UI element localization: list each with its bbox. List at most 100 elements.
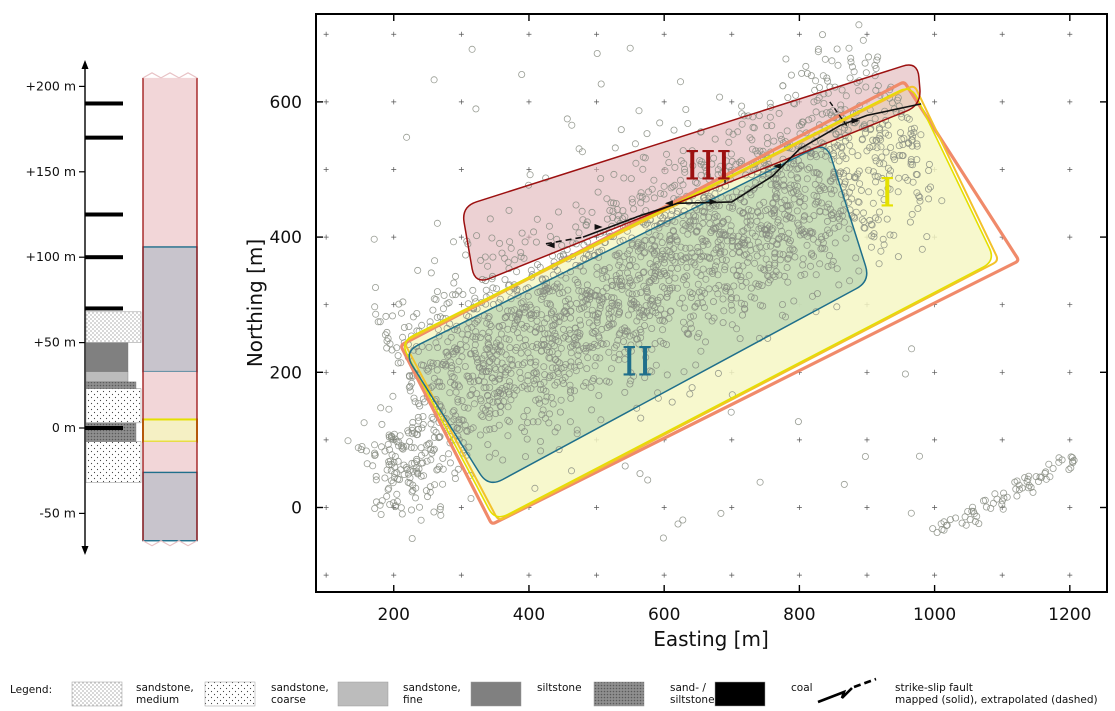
event-point	[717, 162, 725, 170]
event-point	[478, 365, 486, 373]
event-point	[587, 343, 595, 351]
event-point	[434, 343, 442, 351]
event-point	[579, 216, 587, 224]
event-point	[719, 218, 727, 226]
event-point	[546, 354, 554, 362]
event-point	[779, 82, 787, 90]
event-point	[794, 418, 802, 426]
event-point	[644, 476, 652, 484]
event-point	[441, 362, 449, 370]
event-point	[527, 385, 535, 393]
fault-arrow-icon	[709, 198, 718, 205]
lithology-sand-siltstone	[85, 422, 137, 442]
event-point	[786, 246, 794, 254]
lithology-sand-siltstone	[85, 381, 137, 389]
event-point	[691, 253, 699, 261]
event-point	[394, 475, 402, 483]
event-point	[479, 362, 487, 370]
grid-marker	[391, 369, 397, 375]
event-point	[762, 242, 770, 250]
event-point	[531, 361, 539, 369]
event-point	[761, 266, 769, 274]
event-point	[495, 323, 503, 331]
event-point	[890, 151, 898, 159]
event-point	[657, 255, 665, 263]
event-point	[738, 157, 746, 165]
event-point	[510, 384, 518, 392]
event-point	[514, 291, 522, 299]
event-point	[837, 143, 845, 151]
event-point	[557, 344, 565, 352]
event-point	[697, 160, 705, 168]
event-point	[471, 294, 479, 302]
event-point	[807, 262, 815, 270]
event-point	[842, 137, 850, 145]
event-point	[815, 185, 823, 193]
event-point	[748, 229, 756, 237]
event-point	[543, 315, 551, 323]
event-point	[757, 222, 765, 230]
event-point	[855, 21, 863, 29]
event-point	[833, 303, 841, 311]
event-point	[588, 208, 596, 216]
event-point	[712, 225, 720, 233]
event-point	[458, 397, 466, 405]
event-point	[516, 334, 524, 342]
event-point	[878, 174, 886, 182]
event-point	[800, 202, 808, 210]
event-point	[837, 101, 845, 109]
event-point	[582, 347, 590, 355]
event-point	[899, 152, 907, 160]
event-point	[831, 173, 839, 181]
y-tick-label: 600	[270, 93, 302, 113]
event-point	[513, 316, 521, 324]
event-point	[610, 294, 618, 302]
grid-marker	[323, 437, 329, 443]
event-point	[692, 213, 700, 221]
event-point	[925, 195, 933, 203]
event-point	[998, 501, 1006, 509]
event-point	[463, 372, 471, 380]
event-point	[385, 431, 393, 439]
event-point	[834, 141, 842, 149]
event-point	[1055, 458, 1063, 466]
event-point	[641, 237, 649, 245]
event-point	[531, 380, 539, 388]
event-point	[486, 410, 494, 418]
event-point	[438, 360, 446, 368]
event-point	[476, 431, 484, 439]
event-point	[468, 45, 476, 53]
event-point	[794, 219, 802, 227]
event-point	[826, 251, 834, 259]
event-point	[706, 220, 714, 228]
event-point	[455, 357, 463, 365]
legend-label-siltstone: siltstone	[537, 682, 582, 694]
grid-marker	[999, 31, 1005, 37]
event-point	[739, 311, 747, 319]
event-point	[783, 164, 791, 172]
event-point	[621, 324, 629, 332]
event-point	[599, 288, 607, 296]
event-point	[495, 347, 503, 355]
event-point	[618, 264, 626, 272]
x-tick-label: 1200	[1048, 605, 1091, 625]
event-point	[756, 301, 764, 309]
event-point	[872, 157, 880, 165]
legend-label-line: sandstone,	[271, 682, 329, 694]
event-point	[679, 181, 687, 189]
event-point	[524, 371, 532, 379]
event-point	[552, 313, 560, 321]
grid-marker	[999, 166, 1005, 172]
event-point	[801, 212, 809, 220]
grid-marker	[932, 504, 938, 510]
depth-tick-label: +100 m	[26, 249, 76, 264]
event-point	[400, 461, 408, 469]
event-point	[651, 340, 659, 348]
event-point	[370, 235, 378, 243]
event-point	[842, 155, 850, 163]
event-point	[436, 503, 444, 511]
event-point	[846, 141, 854, 149]
event-point	[730, 282, 738, 290]
event-point	[790, 99, 798, 107]
event-point	[897, 110, 905, 118]
